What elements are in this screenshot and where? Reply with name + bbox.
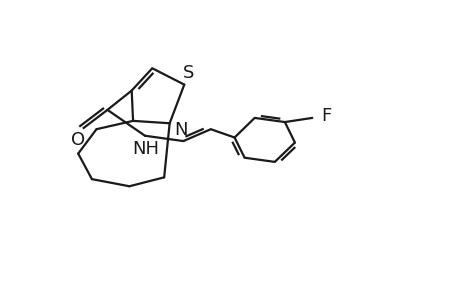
Text: NH: NH (132, 140, 159, 158)
Text: N: N (174, 121, 187, 139)
Text: S: S (183, 64, 194, 82)
Text: O: O (71, 131, 85, 149)
Text: F: F (320, 106, 330, 124)
